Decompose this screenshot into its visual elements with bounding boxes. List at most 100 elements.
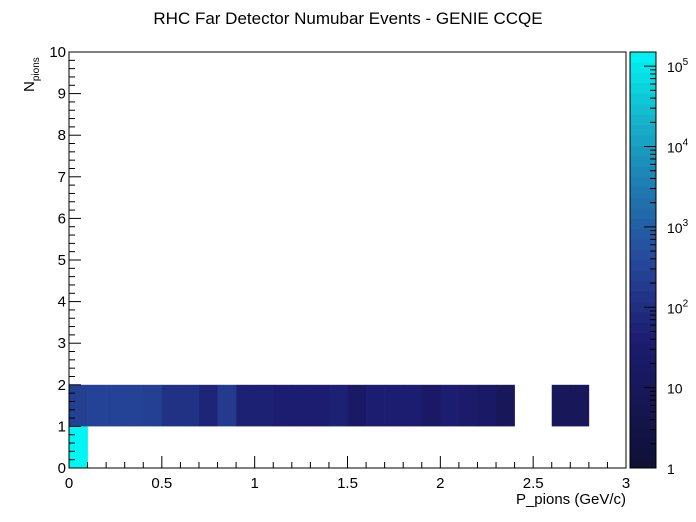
x-tick-label: 2 (436, 475, 444, 492)
color-scale-band (630, 260, 656, 271)
color-scale-band (630, 291, 656, 302)
y-axis-label-sub: pions (31, 57, 42, 81)
color-scale-band (630, 208, 656, 219)
heatmap-cell (236, 384, 255, 427)
heatmap-cell (69, 426, 88, 468)
y-axis: 0 1 2 3 4 5 6 7 8 9 10 (49, 44, 81, 477)
x-tick-label: 1.5 (337, 475, 358, 492)
x-tick-label: 0.5 (151, 475, 172, 492)
heatmap-cell (421, 384, 441, 427)
y-tick-label: 4 (58, 294, 66, 311)
y-tick-label: 6 (58, 210, 66, 227)
heatmap-cell (458, 384, 478, 427)
color-scale-band (630, 322, 656, 334)
y-tick-label: 9 (58, 86, 66, 103)
color-scale-band (630, 83, 656, 94)
color-scale-band (630, 104, 656, 115)
color-scale-band (630, 301, 656, 313)
color-scale-band (630, 52, 656, 63)
y-tick-label: 1 (58, 418, 66, 435)
color-scale: 1 10 102 103 104 105 (629, 51, 689, 477)
y-tick-label: 7 (58, 169, 66, 186)
heatmap-cell (87, 384, 107, 427)
color-scale-label: 103 (667, 218, 689, 236)
heatmap-cell (496, 384, 515, 427)
heatmap-cells (69, 384, 590, 468)
heatmap-cell (273, 384, 293, 427)
color-scale-band (630, 124, 656, 136)
color-scale-band (630, 312, 656, 323)
x-tick-label: 3 (622, 475, 630, 492)
heatmap-cell (180, 384, 200, 427)
color-scale-band (630, 332, 656, 344)
y-tick-label: 5 (58, 252, 66, 269)
color-scale-band (630, 457, 656, 469)
x-tick-label: 1 (250, 475, 258, 492)
color-scale-band (630, 72, 656, 84)
color-scale-band (630, 114, 656, 126)
y-tick-label: 0 (58, 460, 66, 477)
y-tick-label: 10 (49, 44, 66, 61)
color-scale-band (630, 353, 656, 365)
color-scale-label: 102 (667, 298, 689, 316)
chart-title: RHC Far Detector Numubar Events - GENIE … (153, 9, 542, 28)
color-scale-band (630, 166, 656, 178)
color-scale-band (630, 426, 656, 438)
color-scale-band (630, 343, 656, 354)
color-scale-band (630, 145, 656, 157)
color-scale-band (630, 218, 656, 230)
x-tick-label: 2.5 (523, 475, 544, 492)
heatmap-cell (106, 384, 125, 427)
heatmap-cell (124, 384, 144, 427)
heatmap-cell (403, 384, 423, 427)
color-scale-border (629, 51, 657, 469)
y-tick-label: 8 (58, 127, 66, 144)
heatmap-cell (551, 384, 571, 427)
color-scale-band (630, 395, 656, 406)
color-scale-band (630, 176, 656, 188)
color-scale-label: 104 (667, 138, 689, 156)
y-tick-label: 2 (58, 377, 66, 394)
heatmap-cell (347, 384, 367, 427)
color-scale-band (630, 436, 656, 448)
color-scale-band (630, 270, 656, 282)
heatmap-cell (198, 384, 218, 427)
heatmap-cell (366, 384, 385, 427)
color-scale-band (630, 384, 656, 396)
color-scale-band (630, 197, 656, 209)
heatmap-cell (328, 384, 348, 427)
color-scale-band (630, 374, 656, 386)
y-tick-label: 3 (58, 335, 66, 352)
heatmap-cell (161, 384, 181, 427)
color-scale-band (630, 239, 656, 250)
heatmap-cell (69, 384, 88, 427)
color-scale-label: 1 (667, 461, 675, 477)
heatmap-cell (477, 384, 497, 427)
x-axis-label: P_pions (GeV/c) (516, 491, 626, 508)
color-scale-band (630, 62, 656, 74)
x-tick-label: 0 (65, 475, 73, 492)
color-scale-band (630, 447, 656, 458)
y-axis-label-main: N (21, 81, 38, 92)
heatmap-cell (310, 384, 330, 427)
heatmap-cell (254, 384, 274, 427)
color-scale-band (630, 135, 656, 146)
color-scale-label: 105 (667, 57, 689, 75)
heatmap-cell (143, 384, 163, 427)
color-scale-band (630, 280, 656, 292)
y-axis-label: Npions (21, 57, 42, 92)
x-axis: 0 0.5 1 1.5 2 2.5 3 (65, 456, 630, 492)
color-scale-label: 10 (667, 381, 683, 397)
color-scale-band (630, 228, 656, 240)
color-scale-band (630, 93, 656, 105)
color-scale-band (630, 156, 656, 167)
color-scale-band (630, 405, 656, 417)
heatmap-cell (570, 384, 590, 427)
heatmap-cell (384, 384, 404, 427)
heatmap-cell (217, 384, 237, 427)
color-scale-band (630, 249, 656, 261)
color-scale-band (630, 187, 656, 198)
heatmap-cell (440, 384, 460, 427)
heatmap-cell (291, 384, 311, 427)
